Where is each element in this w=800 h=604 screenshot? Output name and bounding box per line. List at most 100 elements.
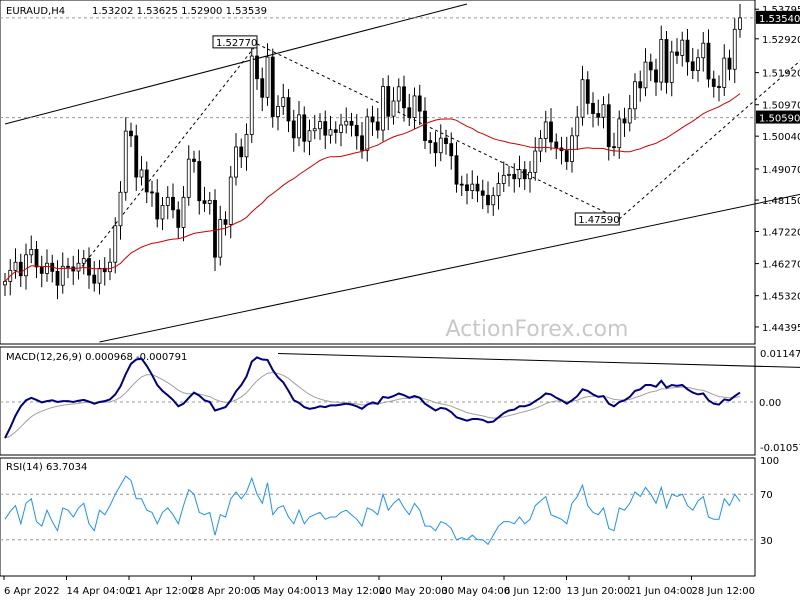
candle-body (151, 192, 154, 193)
candle-body (245, 134, 248, 156)
candle-body (487, 195, 490, 204)
rsi-panel-frame (0, 458, 755, 576)
candle-body (292, 121, 295, 138)
time-tick-label: 6 May 04:00 (254, 586, 316, 597)
candle-body (61, 266, 64, 285)
candle-body (177, 210, 180, 228)
candle-body (308, 131, 311, 141)
candle-body (172, 197, 175, 210)
time-tick-label: 28 Jun 12:00 (692, 586, 756, 597)
candle-body (145, 170, 148, 192)
macd-line (5, 357, 740, 438)
candle-body (30, 249, 33, 254)
macd-plot: 0.0114780.00-0.010570.00 (0, 349, 800, 454)
candle-body (529, 172, 532, 178)
candle-body (497, 183, 500, 195)
macd-title: MACD(12,26,9) 0.000968 -0.000791 (6, 352, 187, 363)
candle-body (445, 138, 448, 143)
candle-body (156, 193, 159, 219)
candle-body (670, 52, 673, 82)
candle-body (712, 79, 715, 86)
time-tick-label: 21 Apr 12:00 (129, 586, 194, 597)
candle-body (198, 162, 201, 201)
candle-body (35, 249, 38, 267)
candle-body (376, 122, 379, 130)
candle-body (450, 144, 453, 156)
annotation-label: 1.47590 (578, 215, 619, 226)
price-tick-label: 1.50970 (762, 101, 800, 112)
price-tick-label: 1.49070 (762, 165, 800, 176)
candle-body (82, 259, 85, 264)
candle-body (676, 52, 679, 55)
price-tick-label: 1.51920 (762, 69, 800, 80)
candle-body (655, 70, 658, 82)
candle-body (718, 86, 721, 87)
candle-body (502, 175, 505, 183)
candle-body (140, 170, 143, 177)
candle-body (124, 131, 127, 192)
candle-body (161, 205, 164, 219)
candle-body (534, 151, 537, 172)
candle-body (4, 281, 7, 284)
candle-body (592, 103, 595, 113)
candle-body (298, 115, 301, 138)
candle-body (518, 170, 521, 179)
candle-body (361, 136, 364, 151)
candle-body (313, 129, 316, 131)
candle-body (46, 263, 49, 273)
candle-body (282, 98, 285, 107)
candle-body (119, 192, 122, 225)
macd-tick-label: 0.011478 (760, 349, 800, 360)
candle-body (544, 122, 547, 139)
candle-body (345, 121, 348, 125)
time-tick-label: 14 Apr 04:00 (67, 586, 132, 597)
candle-body (739, 18, 742, 29)
candle-body (455, 156, 458, 184)
ohlc-readout: 1.53202 1.53625 1.52900 1.53539 (92, 6, 267, 17)
candle-body (340, 125, 343, 132)
candle-body (728, 58, 731, 69)
candle-body (219, 220, 222, 258)
price-tick-label: 1.45320 (762, 292, 800, 303)
candle-body (67, 266, 70, 267)
candle-body (723, 58, 726, 87)
candle-body (14, 262, 17, 270)
candle-body (319, 122, 322, 129)
candle-body (697, 58, 700, 71)
candle-body (208, 200, 211, 203)
candle-body (644, 62, 647, 88)
candle-body (681, 40, 684, 55)
candle-body (224, 220, 227, 225)
time-tick-label: 6 Apr 2022 (4, 586, 59, 597)
candle-body (649, 62, 652, 70)
channel-upper-line (5, 4, 467, 124)
candle-body (366, 117, 369, 150)
candle-body (702, 43, 705, 58)
candle-body (93, 275, 96, 283)
price-tag-label: 1.53540 (759, 14, 800, 25)
candle-body (25, 255, 28, 276)
candle-body (40, 267, 43, 273)
candle-body (403, 87, 406, 108)
candle-body (691, 62, 694, 71)
candle-body (550, 122, 553, 142)
candle-body (686, 40, 689, 62)
price-tag-label: 1.50590 (759, 114, 800, 125)
candle-body (397, 87, 400, 101)
candle-body (439, 138, 442, 153)
time-tick-label: 21 Jun 04:00 (629, 586, 693, 597)
candle-body (665, 39, 668, 82)
candle-body (250, 56, 253, 134)
candle-body (618, 119, 621, 148)
candle-body (424, 111, 427, 140)
candle-body (476, 184, 479, 191)
candle-body (429, 141, 432, 143)
candle-body (277, 106, 280, 116)
candle-body (408, 108, 411, 118)
candle-body (460, 184, 463, 185)
candle-body (555, 142, 558, 148)
candle-body (355, 125, 358, 135)
